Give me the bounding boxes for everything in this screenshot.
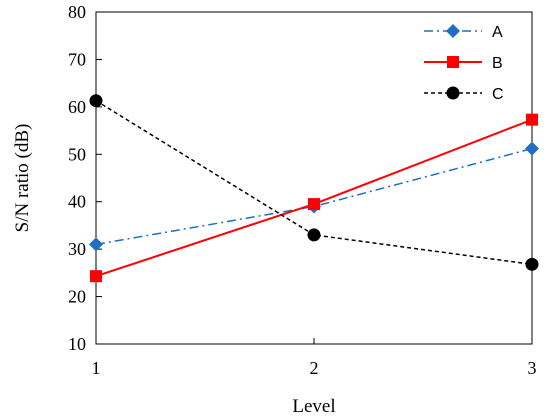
legend-label-a: A (492, 24, 503, 41)
series-b-point (90, 270, 102, 283)
series-b-point (308, 198, 320, 211)
y-tick-label: 70 (68, 49, 86, 69)
x-tick-label: 1 (92, 358, 101, 378)
legend-marker-c (446, 86, 460, 100)
y-tick-label: 40 (68, 192, 86, 212)
legend-label-c: C (492, 86, 504, 103)
legend-item-b: B (424, 55, 503, 72)
y-axis-title: S/N ratio (dB) (12, 124, 33, 233)
legend-item-c: C (424, 86, 504, 103)
series-c-point (307, 228, 321, 242)
legend: ABC (424, 24, 504, 103)
legend-marker-a (446, 24, 460, 38)
series-c (89, 94, 539, 271)
y-tick-label: 30 (68, 239, 86, 259)
legend-item-a: A (424, 24, 503, 41)
x-axis-title: Level (292, 396, 335, 417)
series-c-point (525, 257, 539, 271)
x-axis: 1 2 3 (92, 338, 537, 378)
y-tick-label: 20 (68, 287, 86, 307)
legend-label-b: B (492, 55, 503, 72)
y-tick-label: 50 (68, 144, 86, 164)
series-b-point (526, 113, 538, 126)
y-axis: 10 20 30 40 50 60 70 80 (68, 2, 102, 354)
series-c-point (89, 94, 103, 108)
x-tick-label: 2 (310, 358, 319, 378)
series-a-point (525, 141, 539, 156)
series-c-line (95, 100, 533, 266)
y-tick-label: 60 (68, 97, 86, 117)
x-tick-label: 3 (528, 358, 537, 378)
series-a-point (89, 237, 103, 252)
series-group (89, 94, 539, 283)
series-b (90, 113, 538, 283)
y-tick-label: 10 (68, 334, 86, 354)
series-b-line (95, 118, 533, 278)
legend-marker-b (447, 56, 459, 68)
y-tick-label: 80 (68, 2, 86, 22)
